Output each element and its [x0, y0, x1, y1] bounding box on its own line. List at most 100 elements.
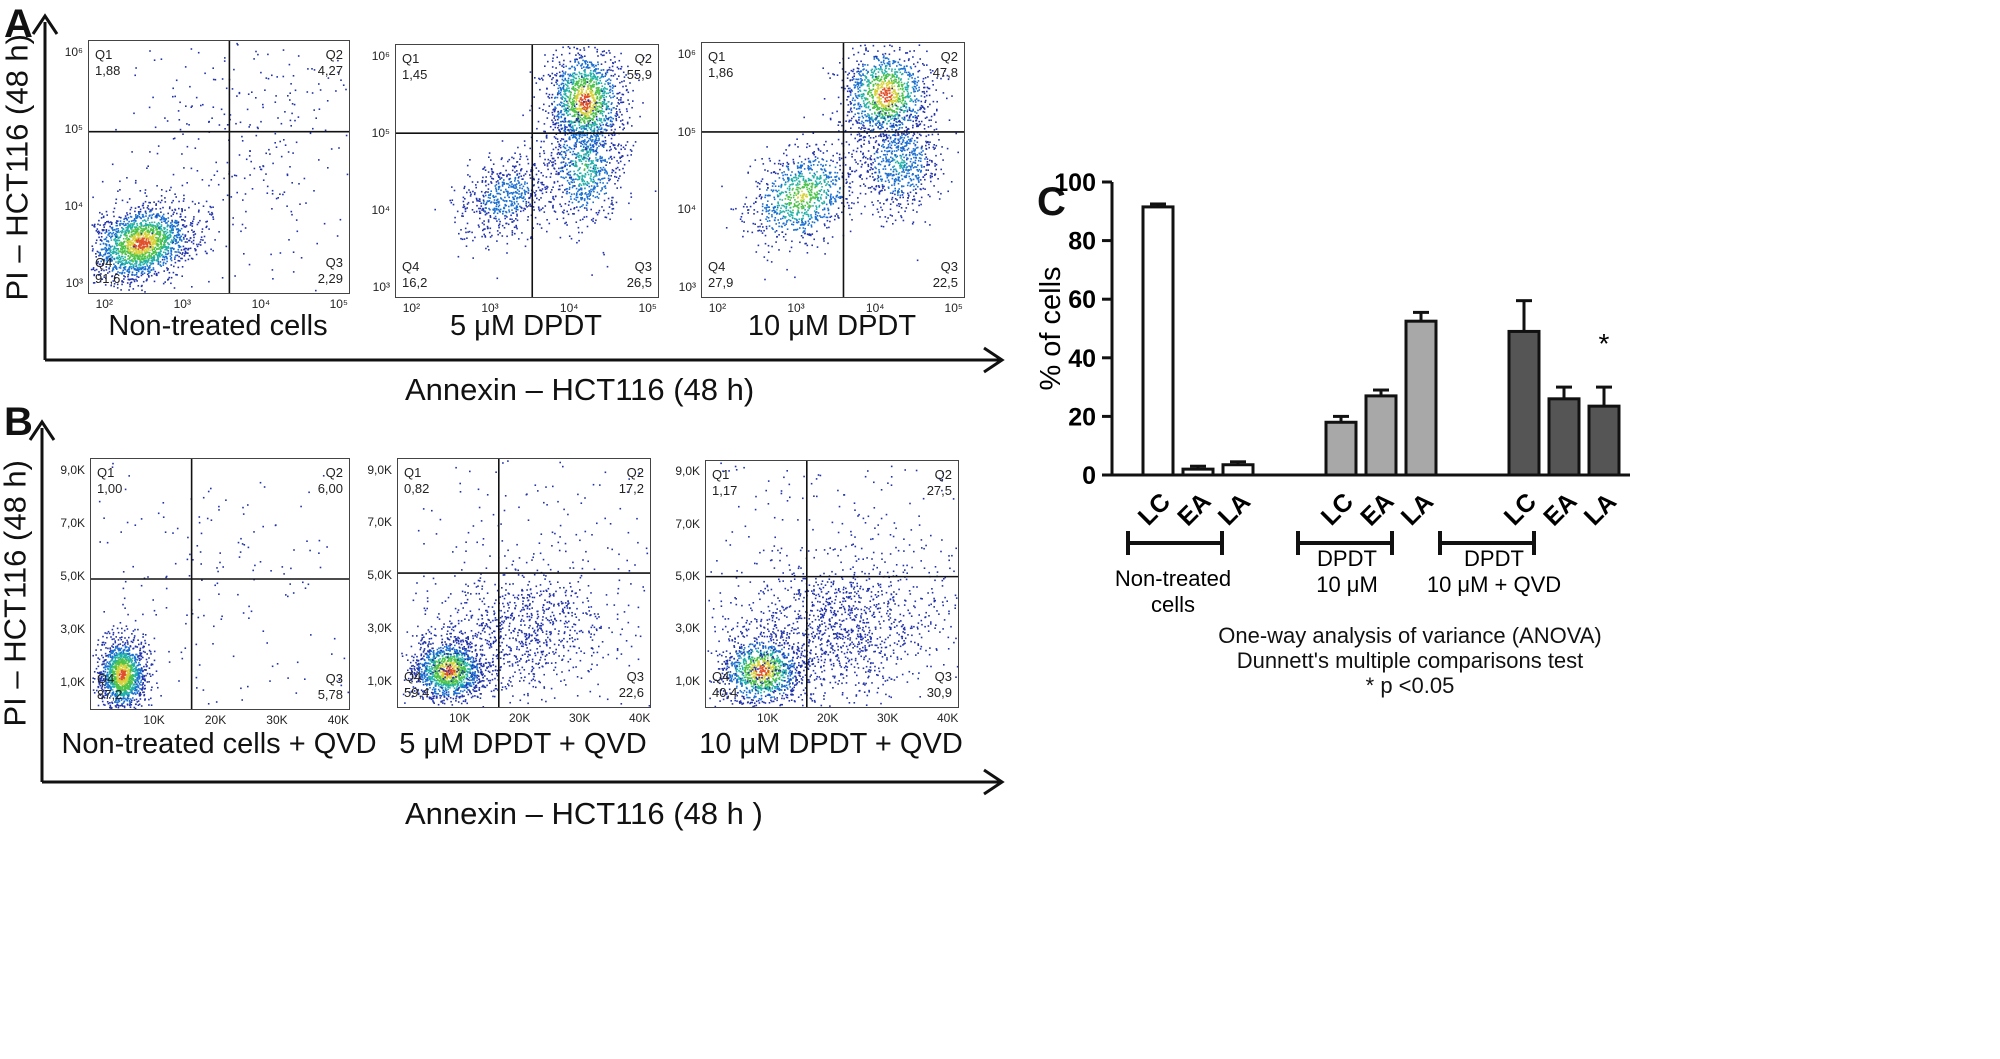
flow-event-dot	[610, 116, 613, 119]
flow-event-dot	[593, 170, 596, 173]
flow-event-dot	[157, 271, 160, 274]
flow-event-dot	[585, 66, 587, 69]
flow-event-dot	[141, 289, 143, 292]
flow-event-dot	[170, 257, 173, 259]
flow-event-dot	[188, 247, 190, 250]
flow-event-dot	[150, 263, 152, 265]
flow-event-dot	[551, 189, 553, 191]
flow-event-dot	[554, 137, 557, 140]
flow-event-dot	[568, 82, 570, 85]
flow-event-dot	[615, 118, 617, 120]
flow-event-dot	[512, 197, 515, 199]
flow-event-dot	[603, 159, 605, 162]
x-tick-label: 10⁴	[559, 301, 579, 315]
flow-event-dot	[132, 250, 135, 252]
flow-event-dot	[603, 119, 605, 122]
flow-event-dot	[568, 138, 571, 140]
flow-event-dot	[126, 225, 129, 228]
flow-event-dot	[585, 215, 588, 218]
flow-event-dot	[575, 196, 578, 199]
flow-event-dot	[622, 146, 625, 149]
flow-event-dot	[857, 103, 860, 106]
flow-event-dot	[206, 225, 208, 228]
flow-event-dot	[257, 53, 259, 56]
flow-event-dot	[586, 181, 589, 183]
flow-event-dot	[147, 237, 150, 239]
flow-event-dot	[121, 199, 124, 202]
flow-event-dot	[141, 254, 144, 257]
flow-event-dot	[497, 182, 500, 184]
flow-event-dot	[140, 258, 143, 260]
flow-event-dot	[111, 226, 114, 229]
flow-event-dot	[513, 201, 516, 203]
flow-event-dot	[152, 96, 154, 99]
flow-event-dot	[509, 200, 511, 202]
flow-event-dot	[149, 229, 152, 231]
flow-event-dot	[117, 237, 120, 239]
flow-event-dot	[116, 273, 118, 275]
flow-event-dot	[569, 165, 571, 167]
flow-event-dot	[514, 195, 516, 197]
flow-event-dot	[626, 121, 629, 124]
flow-event-dot	[153, 59, 156, 61]
flow-event-dot	[563, 104, 566, 107]
flow-event-dot	[596, 87, 599, 89]
flow-event-dot	[582, 88, 585, 91]
flow-event-dot	[485, 203, 488, 205]
flow-event-dot	[177, 259, 180, 262]
flow-event-dot	[611, 199, 613, 202]
flow-event-dot	[109, 257, 112, 260]
flow-event-dot	[156, 240, 158, 242]
flow-event-dot	[591, 90, 594, 92]
flow-event-dot	[122, 259, 124, 262]
flow-event-dot	[628, 116, 631, 119]
flow-event-dot	[877, 112, 879, 114]
flow-event-dot	[542, 109, 544, 111]
flow-event-dot	[913, 63, 915, 65]
flow-event-dot	[163, 235, 165, 238]
flow-event-dot	[472, 257, 474, 259]
flow-event-dot	[556, 93, 559, 96]
flow-event-dot	[498, 185, 501, 188]
flow-event-dot	[581, 205, 583, 208]
flow-event-dot	[583, 47, 585, 49]
flow-event-dot	[572, 160, 574, 162]
flow-event-dot	[469, 195, 472, 197]
flow-event-dot	[860, 146, 863, 148]
flow-event-dot	[623, 80, 625, 82]
flow-event-dot	[565, 162, 567, 165]
flow-event-dot	[548, 200, 550, 203]
flow-event-dot	[495, 181, 498, 183]
flow-event-dot	[590, 190, 593, 193]
flow-event-dot	[573, 144, 576, 146]
y-tick-label: 10⁴	[371, 203, 390, 218]
flow-event-dot	[496, 199, 498, 201]
flow-event-dot	[570, 193, 573, 196]
flow-event-dot	[607, 92, 610, 95]
flow-event-dot	[102, 243, 105, 245]
flow-event-dot	[583, 81, 586, 84]
flow-event-dot	[552, 204, 554, 207]
quadrant-q4-label: Q4 16,2	[402, 259, 427, 291]
flow-event-dot	[519, 155, 522, 158]
flow-event-dot	[876, 105, 878, 108]
flow-event-dot	[593, 73, 595, 76]
flow-event-dot	[148, 270, 150, 272]
y-tick-label: 10⁴	[64, 199, 83, 214]
flow-event-dot	[136, 254, 139, 257]
flow-event-dot	[583, 125, 585, 127]
flow-event-dot	[568, 182, 570, 184]
flow-event-dot	[585, 108, 588, 110]
flow-event-dot	[593, 116, 596, 118]
flow-event-dot	[123, 275, 125, 277]
flow-event-dot	[130, 242, 133, 244]
flow-event-dot	[130, 206, 133, 209]
flow-event-dot	[588, 169, 590, 172]
flow-event-dot	[259, 166, 261, 168]
flow-event-dot	[574, 107, 577, 109]
flow-event-dot	[537, 182, 539, 184]
flow-event-dot	[262, 103, 264, 106]
flow-event-dot	[500, 189, 502, 192]
flow-event-dot	[497, 188, 500, 191]
flow-event-dot	[155, 253, 158, 255]
